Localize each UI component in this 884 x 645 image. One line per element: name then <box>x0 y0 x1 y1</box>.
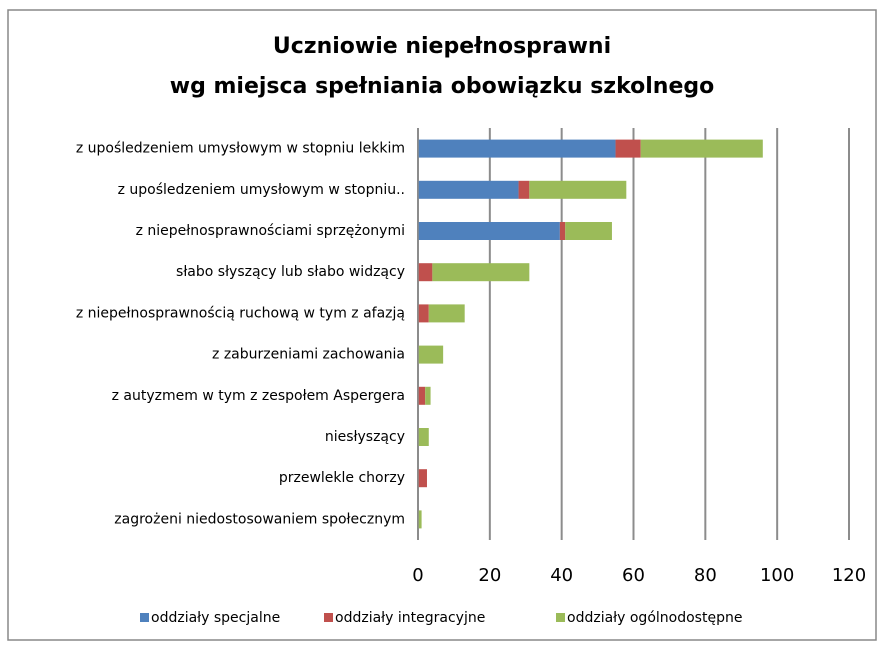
chart-title: wg miejsca spełniania obowiązku szkolneg… <box>170 74 714 99</box>
legend-label: oddziały ogólnodostępne <box>567 610 742 626</box>
y-tick-label: z upośledzeniem umysłowym w stopniu lekk… <box>76 141 405 157</box>
bar-segment <box>418 304 429 323</box>
legend-swatch <box>324 613 333 622</box>
y-tick-label: przewlekle chorzy <box>279 470 405 486</box>
y-tick-label: z zaburzeniami zachowania <box>212 347 405 363</box>
bar-segment <box>432 263 530 282</box>
x-tick-label: 60 <box>622 565 645 586</box>
bar-segment <box>418 345 444 364</box>
x-tick-label: 120 <box>832 565 866 586</box>
bar-segment <box>518 180 530 199</box>
bar-segment <box>418 510 422 529</box>
y-tick-label: niesłyszący <box>325 429 405 445</box>
y-tick-label: z autyzmem w tym z zespołem Aspergera <box>112 388 405 404</box>
bar-segment <box>428 304 465 323</box>
legend-swatch <box>556 613 565 622</box>
x-tick-label: 80 <box>694 565 717 586</box>
bar-segment <box>418 386 426 405</box>
x-tick-label: 100 <box>760 565 794 586</box>
bar-segment <box>418 222 560 240</box>
bar-segment <box>529 180 627 199</box>
y-tick-label: zagrożeni niedostosowaniem społecznym <box>114 511 405 527</box>
chart-title: Uczniowie niepełnosprawni <box>273 34 611 59</box>
bar-segment <box>418 139 616 158</box>
y-tick-label: z niepełnosprawnością ruchową w tym z af… <box>76 305 405 321</box>
bar-segment <box>425 386 431 405</box>
legend-label: oddziały integracyjne <box>335 610 485 626</box>
legend-label: oddziały specjalne <box>151 610 280 626</box>
y-tick-label: słabo słyszący lub słabo widzący <box>176 264 405 280</box>
y-tick-label: z upośledzeniem umysłowym w stopniu.. <box>118 182 405 198</box>
bar-segment <box>615 139 641 158</box>
chart-frame <box>7 9 877 641</box>
bar-segment <box>640 139 763 158</box>
bar-segment <box>418 428 429 446</box>
bar-segment <box>559 222 566 240</box>
bar-segment <box>418 469 427 488</box>
x-tick-label: 40 <box>550 565 573 586</box>
legend-swatch <box>140 613 149 622</box>
y-tick-label: z niepełnosprawnościami sprzężonymi <box>136 223 405 239</box>
bar-segment <box>418 263 433 282</box>
bar-segment <box>565 222 612 240</box>
x-tick-label: 0 <box>412 565 423 586</box>
bar-segment <box>418 180 519 199</box>
x-tick-label: 20 <box>478 565 501 586</box>
